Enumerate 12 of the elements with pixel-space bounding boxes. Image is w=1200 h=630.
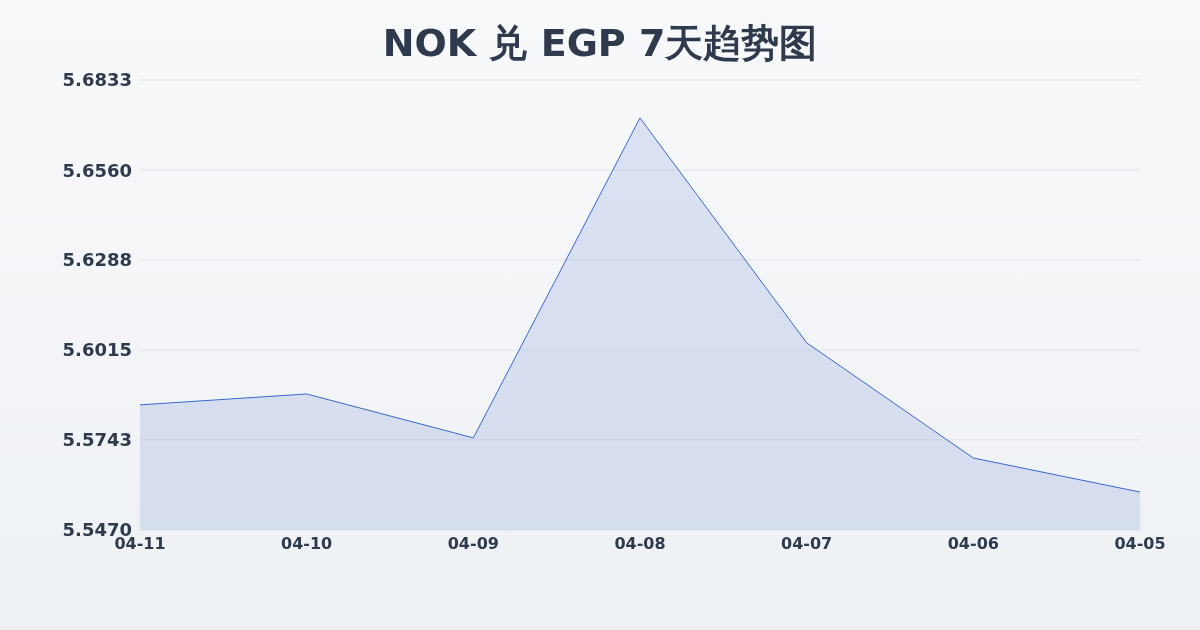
y-tick-label: 5.6833 (62, 69, 132, 91)
x-tick-label: 04-10 (281, 534, 333, 554)
x-tick-label: 04-08 (614, 534, 666, 554)
x-tick-label: 04-06 (947, 534, 999, 554)
y-tick-label: 5.6015 (62, 339, 132, 361)
y-tick-label: 5.5743 (62, 429, 132, 451)
x-tick-label: 04-07 (781, 534, 833, 554)
y-tick-label: 5.6560 (62, 159, 132, 181)
x-tick-label: 04-05 (1114, 534, 1166, 554)
x-tick-label: 04-09 (447, 534, 499, 554)
y-tick-label: 5.6288 (62, 249, 132, 271)
chart-title: NOK 兑 EGP 7天趋势图 (381, 20, 819, 67)
